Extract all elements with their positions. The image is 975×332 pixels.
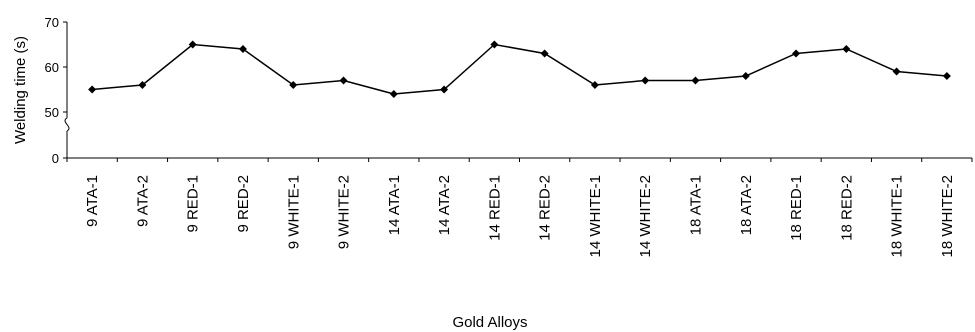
data-point-marker <box>138 81 147 89</box>
x-tick-label: 9 ATA-1 <box>84 175 101 227</box>
y-tick-label: 70 <box>45 15 59 30</box>
x-axis-title: Gold Alloys <box>452 314 527 331</box>
y-tick-label: 50 <box>45 105 59 120</box>
x-tick-label: 18 RED-2 <box>838 175 855 241</box>
data-point-marker <box>490 40 499 49</box>
series-line <box>88 40 951 98</box>
data-point-marker <box>792 49 801 58</box>
x-tick-label: 9 RED-2 <box>235 175 252 233</box>
data-point-marker <box>691 76 700 85</box>
y-axis-ticks: 0 50 60 70 <box>45 15 67 166</box>
x-tick-label: 14 WHITE-2 <box>637 175 654 258</box>
x-tick-label: 14 WHITE-1 <box>587 175 604 258</box>
y-tick-label: 60 <box>45 60 59 75</box>
data-point-marker <box>339 76 348 85</box>
axes <box>64 22 972 159</box>
x-tick-label: 18 WHITE-1 <box>889 175 906 258</box>
data-point-marker <box>641 76 650 85</box>
data-point-marker <box>389 90 398 98</box>
x-tick-label: 18 ATA-2 <box>738 175 755 235</box>
x-tick-label: 18 ATA-1 <box>687 175 704 235</box>
data-point-marker <box>188 40 197 49</box>
y-axis-break <box>64 117 70 132</box>
data-point-marker <box>942 72 951 80</box>
x-tick-label: 14 RED-2 <box>537 175 554 241</box>
data-point-marker <box>590 81 599 89</box>
y-axis-title: Welding time (s) <box>12 36 29 144</box>
x-tick-label: 14 RED-1 <box>486 175 503 241</box>
data-point-marker <box>440 85 449 94</box>
x-tick-label: 9 WHITE-2 <box>336 175 353 249</box>
x-tick-label: 9 RED-1 <box>185 175 202 233</box>
x-tick-label: 14 ATA-2 <box>436 175 453 235</box>
series-polyline <box>92 43 947 95</box>
x-tick-label: 14 ATA-1 <box>386 175 403 235</box>
data-point-marker <box>892 67 901 76</box>
x-tick-label: 18 RED-1 <box>788 175 805 241</box>
data-point-marker <box>741 72 750 80</box>
data-point-marker <box>842 45 851 53</box>
data-point-marker <box>289 81 298 89</box>
x-tick-label: 9 WHITE-1 <box>285 175 302 249</box>
data-point-marker <box>88 85 97 94</box>
x-tick-label: 9 ATA-2 <box>134 175 151 227</box>
y-tick-label: 0 <box>52 151 59 166</box>
x-tick-label: 18 WHITE-2 <box>939 175 956 258</box>
data-point-marker <box>238 45 247 53</box>
data-point-marker <box>540 49 549 58</box>
x-axis-ticks: 9 ATA-1 9 ATA-2 9 RED-1 9 RED-2 9 WHITE-1 9 W… <box>66 158 973 258</box>
